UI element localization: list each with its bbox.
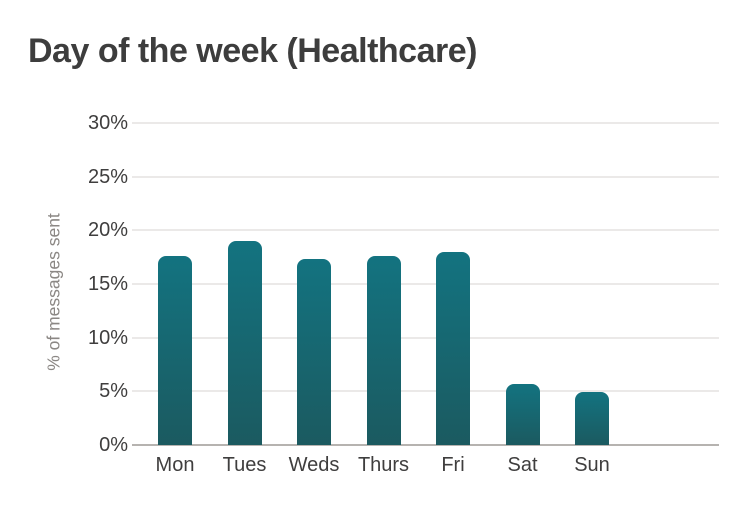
y-tick-5pct: 5% [99,380,128,403]
bar-sun [575,392,609,445]
x-tick-fri: Fri [441,454,465,476]
gridline-30pct [132,122,719,124]
gridline-25pct [132,175,719,178]
y-tick-10pct: 10% [87,326,128,349]
x-tick-mon: Mon [155,454,195,476]
y-tick-20pct: 20% [87,219,128,242]
plot-area [132,122,719,446]
gridline-20pct [132,229,719,232]
bar-tues [227,241,262,445]
x-tick-sun: Sun [574,454,610,476]
bar-thurs [366,256,401,445]
chart-title: Day of the week (Healthcare) [28,32,477,70]
x-tick-thurs: Thurs [357,454,410,476]
gridline-5pct [132,390,719,393]
x-tick-sat: Sat [507,454,538,476]
x-tick-tues: Tues [222,454,267,476]
y-tick-15pct: 15% [87,273,128,295]
bar-fri [436,251,470,445]
gridline-10pct [132,336,719,339]
y-tick-30pct: 30% [87,112,128,134]
y-tick-0pct: 0% [99,434,128,456]
bar-weds [297,259,331,445]
bar-sat [505,383,540,445]
bar-mon [158,256,192,445]
gridline-15pct [132,283,719,285]
gridline-0pct [132,444,719,446]
y-tick-25pct: 25% [87,165,128,188]
x-tick-weds: Weds [288,454,340,476]
